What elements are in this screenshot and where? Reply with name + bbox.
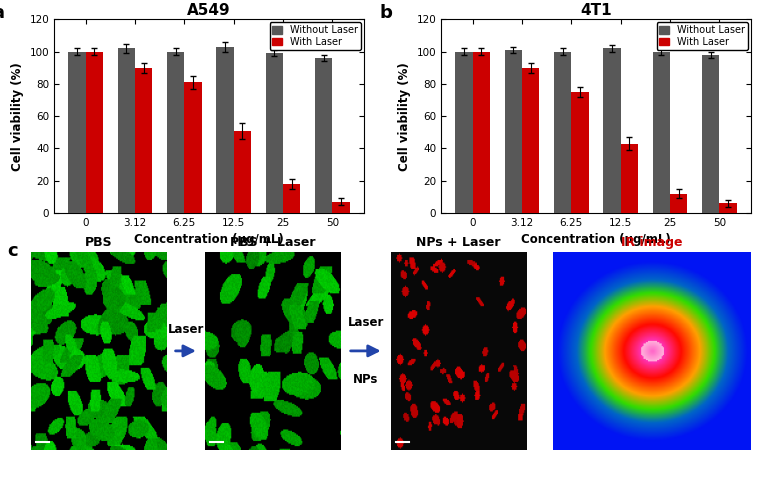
Y-axis label: Cell viability (%): Cell viability (%) [398,62,411,170]
Bar [473,52,490,213]
Bar [554,52,571,213]
Bar [571,92,588,213]
Bar [234,131,251,213]
Bar [702,55,719,213]
Text: Laser: Laser [348,316,384,329]
Bar [315,58,332,213]
Text: c: c [8,242,19,260]
Bar [265,53,283,213]
Text: Laser: Laser [168,323,204,336]
Legend: Without Laser, With Laser: Without Laser, With Laser [269,22,361,50]
Y-axis label: Cell viability (%): Cell viability (%) [11,62,24,170]
Text: IR image: IR image [622,236,683,249]
Bar [522,68,539,213]
Bar [332,202,350,213]
Bar [118,48,135,213]
Bar [604,48,621,213]
Bar [68,52,86,213]
Bar [283,184,300,213]
Bar [621,144,638,213]
X-axis label: Concentration (μg/mL): Concentration (μg/mL) [134,233,284,246]
Bar [167,52,184,213]
Legend: Without Laser, With Laser: Without Laser, With Laser [656,22,748,50]
X-axis label: Concentration (μg/mL): Concentration (μg/mL) [521,233,671,246]
Text: NPs + Laser: NPs + Laser [416,236,501,249]
Bar [86,52,103,213]
Text: a: a [0,4,5,22]
Bar [670,194,687,213]
Text: PBS + Laser: PBS + Laser [230,236,316,249]
Text: NPs: NPs [353,373,378,386]
Bar [184,82,201,213]
Title: A549: A549 [187,3,231,18]
Text: b: b [379,4,392,22]
Bar [719,203,737,213]
Bar [455,52,473,213]
Title: 4T1: 4T1 [580,3,611,18]
Bar [505,50,522,213]
Bar [652,52,670,213]
Text: PBS: PBS [85,236,112,249]
Bar [217,47,234,213]
Bar [135,68,152,213]
